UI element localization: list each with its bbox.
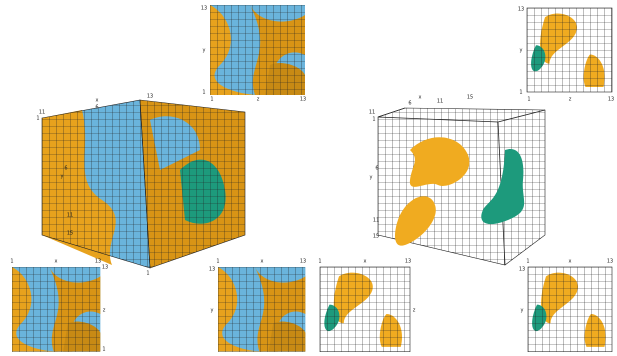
label: z	[569, 97, 572, 103]
label: 13	[608, 97, 614, 103]
label: x	[569, 259, 572, 265]
label: x	[261, 259, 264, 265]
right-side-view: 1 x 13 13 y	[519, 259, 613, 353]
label: 13	[147, 94, 153, 100]
label: 6	[64, 166, 67, 172]
label: 13	[300, 97, 306, 103]
label: 15	[467, 95, 473, 101]
label: 13	[209, 267, 215, 273]
label: z	[103, 308, 106, 314]
label: 1	[216, 259, 219, 265]
left-top-view: 13 y 1 1 z 13	[201, 5, 306, 103]
label: 11	[373, 218, 379, 224]
label: 1	[36, 116, 39, 122]
label: 13	[201, 6, 207, 12]
label: 11	[39, 110, 45, 116]
label: 1	[519, 90, 522, 96]
label: 11	[67, 213, 73, 219]
label: y	[203, 48, 206, 54]
label: y	[370, 175, 373, 181]
left-front-view: 1 x 13 z 1	[10, 259, 105, 353]
label: y	[61, 174, 64, 180]
label: 13	[102, 265, 108, 271]
label: 13	[300, 259, 306, 265]
right-cube: x 6 11 15 1 11 6 y 11 15	[369, 95, 546, 266]
label: 15	[67, 231, 73, 237]
label: 1	[202, 90, 205, 96]
label: y	[520, 48, 523, 54]
label: y	[521, 308, 524, 314]
right-front-view: 1 x 13 z	[318, 259, 416, 353]
label: 6	[375, 166, 378, 172]
label: 13	[95, 259, 101, 265]
label: x	[419, 95, 422, 101]
left-cube: x 6 11 1 13 6 y 11 15 1 13	[36, 94, 246, 277]
left-side-view: 1 x 13 13 y	[209, 259, 306, 352]
label: 1	[372, 117, 375, 123]
label: 1	[10, 259, 13, 265]
label: 6	[408, 101, 411, 107]
label: x	[96, 98, 99, 104]
label: 11	[437, 99, 443, 105]
label: 1	[527, 97, 530, 103]
label: x	[55, 259, 58, 265]
label: x	[364, 259, 367, 265]
label: z	[257, 97, 260, 103]
label: y	[211, 308, 214, 314]
label: 1	[102, 347, 105, 353]
label: 1	[210, 97, 213, 103]
label: 13	[518, 7, 524, 13]
label: 6	[95, 105, 98, 111]
label: 13	[519, 267, 525, 273]
label: z	[413, 308, 416, 314]
right-top-view: 13 y 1 1 z 13	[518, 7, 614, 103]
label: 1	[146, 271, 149, 277]
label: 1	[526, 259, 529, 265]
label: 1	[318, 259, 321, 265]
label: 11	[369, 110, 375, 116]
label: 13	[607, 259, 613, 265]
label: 13	[405, 259, 411, 265]
label: 15	[373, 234, 379, 240]
